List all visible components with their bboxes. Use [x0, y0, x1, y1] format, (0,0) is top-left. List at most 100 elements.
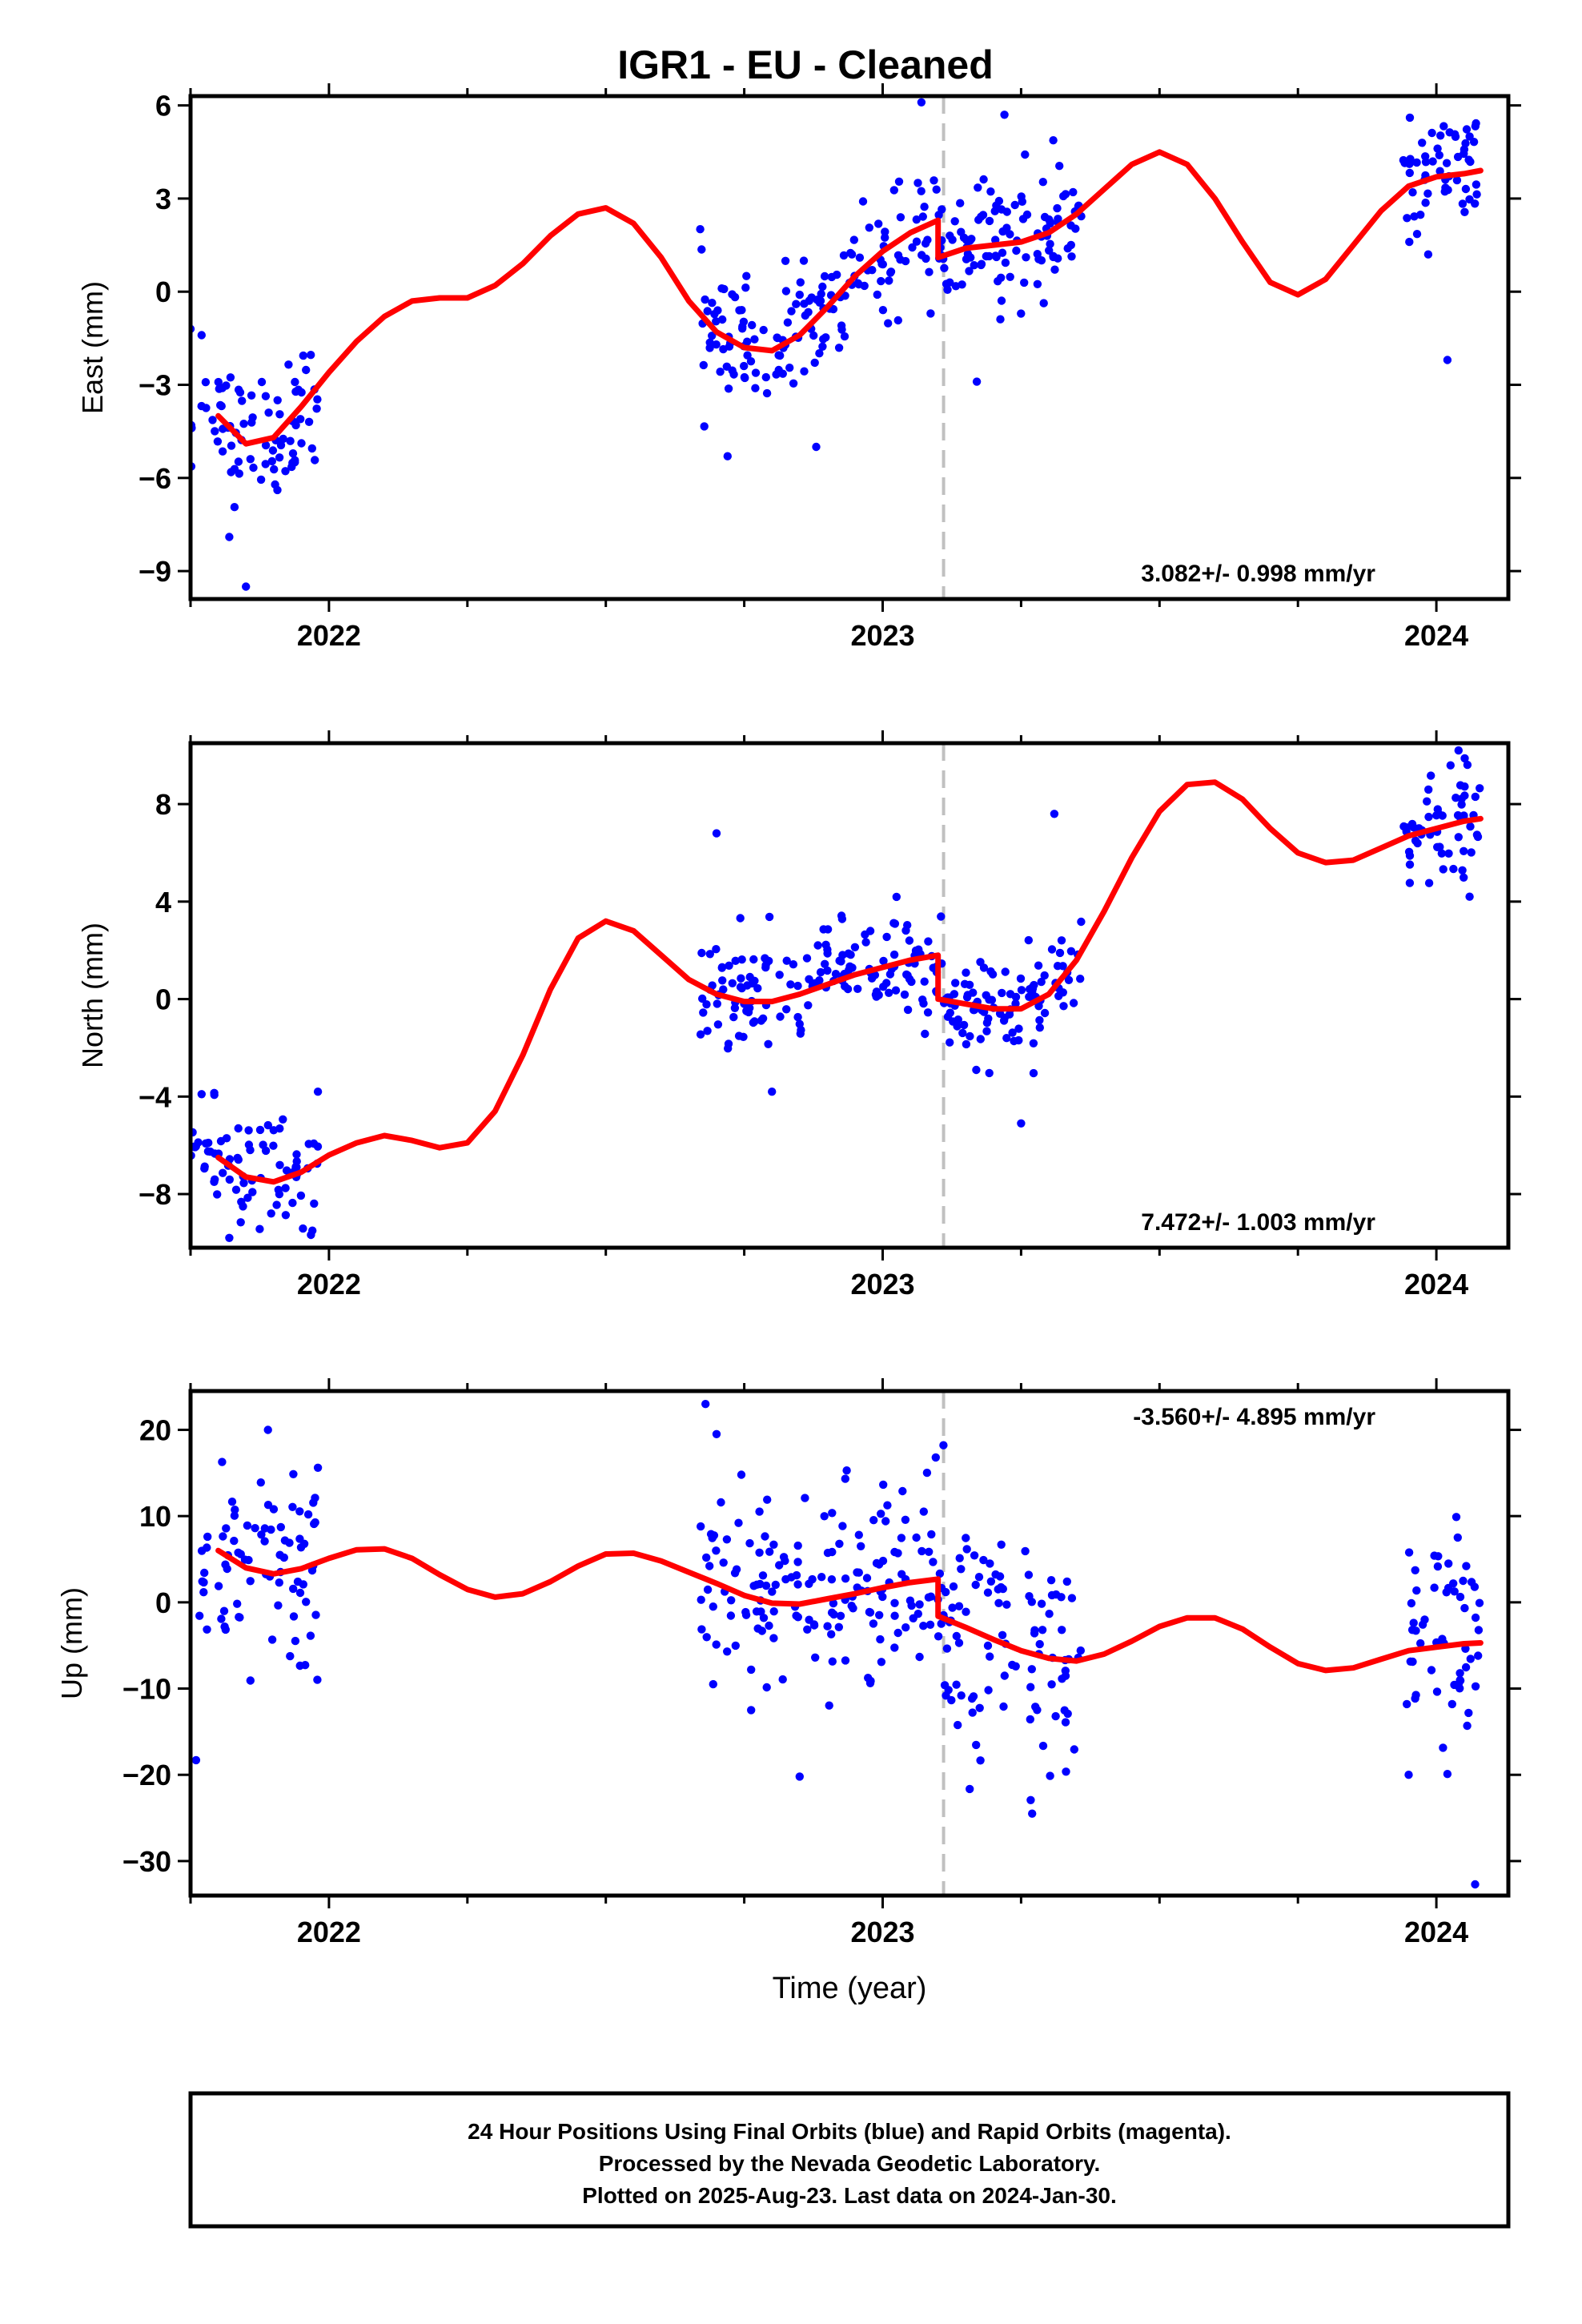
data-point [792, 1611, 801, 1620]
chart-title: IGR1 - EU - Cleaned [617, 42, 994, 87]
data-point [890, 1611, 899, 1620]
data-point [264, 408, 273, 417]
data-point [1069, 999, 1078, 1007]
data-point [893, 1549, 902, 1558]
data-point [942, 1691, 950, 1700]
data-point [800, 367, 809, 376]
data-point [958, 1028, 967, 1038]
data-point [1051, 1711, 1060, 1721]
data-point [1067, 252, 1076, 261]
data-point [1476, 784, 1484, 793]
data-point [1452, 1513, 1461, 1522]
data-point [712, 1640, 721, 1649]
data-point [1460, 846, 1468, 856]
data-point [700, 422, 709, 431]
data-point [745, 1538, 754, 1548]
data-point [712, 945, 721, 954]
model-line-north [215, 779, 1484, 1185]
data-point [313, 1088, 323, 1096]
data-point [792, 300, 801, 308]
data-point [1020, 278, 1029, 287]
data-point [311, 1518, 319, 1527]
data-point [220, 1622, 229, 1631]
data-point [893, 251, 903, 259]
data-point [1467, 1578, 1476, 1586]
data-point [998, 1630, 1007, 1640]
data-point [834, 1622, 844, 1632]
data-point [1442, 159, 1452, 167]
data-point [1452, 175, 1462, 185]
data-point [1069, 187, 1078, 197]
data-point [728, 290, 737, 299]
data-point [299, 1539, 309, 1549]
data-point [1423, 797, 1431, 806]
data-point [736, 914, 745, 923]
footer-line-3: Plotted on 2025-Aug-23. Last data on 202… [582, 2183, 1117, 2208]
data-point [218, 447, 227, 456]
data-point [877, 276, 885, 286]
data-point [255, 1125, 265, 1135]
data-point [1411, 836, 1420, 846]
data-point [1465, 892, 1474, 901]
data-point [799, 256, 809, 265]
data-point [1025, 1592, 1034, 1601]
data-point [793, 981, 802, 991]
data-point [296, 1191, 306, 1200]
data-point [956, 199, 965, 207]
data-point [219, 1532, 227, 1541]
data-point [905, 975, 914, 983]
data-point [1460, 754, 1469, 763]
x-tick-label: 2022 [297, 1916, 361, 1948]
data-point [1471, 1880, 1480, 1889]
data-point [225, 1175, 234, 1184]
data-point [231, 1185, 241, 1194]
data-point [1038, 1741, 1048, 1751]
data-point [997, 1582, 1006, 1592]
data-point [858, 197, 868, 206]
data-point [308, 1226, 317, 1235]
data-point [722, 1535, 732, 1544]
data-point [1435, 167, 1444, 175]
data-point [712, 1546, 721, 1555]
data-point [759, 1614, 769, 1622]
data-point [227, 441, 236, 450]
data-point [979, 175, 988, 184]
data-point [1033, 279, 1042, 288]
data-point [702, 1633, 711, 1642]
data-point [881, 233, 889, 242]
data-point [295, 1588, 305, 1598]
footer-line-2: Processed by the Nevada Geodetic Laborat… [599, 2151, 1101, 2176]
data-point [1412, 230, 1422, 239]
data-point [748, 320, 757, 330]
data-point [1424, 812, 1433, 822]
data-point [1421, 158, 1431, 167]
data-point [1432, 811, 1441, 820]
data-point [279, 1115, 287, 1124]
data-point [297, 439, 306, 448]
data-point [874, 219, 883, 228]
data-point [1473, 832, 1483, 842]
data-point [728, 979, 737, 988]
data-point [1416, 1638, 1425, 1648]
y-tick-label: 10 [139, 1500, 171, 1533]
data-point [869, 1619, 878, 1628]
data-point [934, 1632, 943, 1641]
data-point [975, 1703, 984, 1712]
data-point [997, 205, 1006, 214]
data-point [866, 1676, 875, 1686]
data-point [765, 912, 774, 922]
data-point [962, 1039, 971, 1049]
data-point [876, 1634, 885, 1644]
data-point [233, 1153, 242, 1163]
data-point [974, 1573, 984, 1582]
data-point [263, 1425, 272, 1434]
data-point [857, 1542, 865, 1551]
data-point [1026, 1715, 1035, 1724]
data-point [230, 1536, 239, 1546]
data-point [765, 956, 773, 966]
data-point [231, 1506, 239, 1514]
data-point [210, 1177, 219, 1187]
data-point [750, 1017, 759, 1026]
data-point [875, 1610, 884, 1620]
data-point [1408, 188, 1417, 197]
